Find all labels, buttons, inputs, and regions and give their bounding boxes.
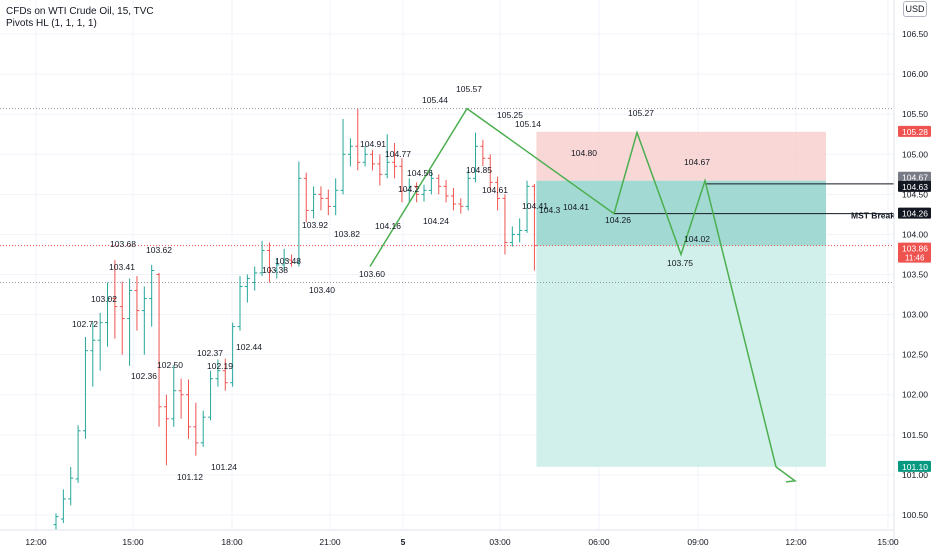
price-tick-label: 102.00: [902, 390, 928, 400]
currency-button[interactable]: USD: [903, 1, 927, 17]
time-tick-label: 5: [401, 537, 406, 547]
price-tag-label: 104.67: [902, 173, 928, 183]
pivot-label: 102.50: [157, 360, 183, 370]
arrow-head: [775, 466, 797, 483]
price-tick-label: 102.50: [902, 350, 928, 360]
chart-title: CFDs on WTI Crude Oil, 15, TVC: [6, 6, 154, 17]
pivot-label: 102.37: [197, 348, 223, 358]
stop-loss-zone[interactable]: [536, 131, 826, 181]
pivot-label: 104.56: [407, 168, 433, 178]
price-tick-label: 101.00: [902, 470, 928, 480]
time-tick-label: 12:00: [25, 537, 47, 547]
price-tag: [898, 125, 931, 137]
pivot-label: 104.2: [398, 184, 420, 194]
price-tag: [898, 171, 931, 183]
pivot-label: 102.19: [207, 361, 233, 371]
time-tick-label: 15:00: [122, 537, 144, 547]
time-tick-label: 06:00: [588, 537, 610, 547]
price-tag: [898, 207, 931, 219]
pivot-label: 103.62: [146, 245, 172, 255]
pivot-label: 104.16: [375, 221, 401, 231]
price-tick-label: 100.50: [902, 510, 928, 520]
price-tick-label: 104.50: [902, 189, 928, 199]
pivot-label: 102.44: [236, 342, 262, 352]
price-tick-label: 103.50: [902, 270, 928, 280]
time-tick-label: 09:00: [687, 537, 709, 547]
time-tick-label: 12:00: [785, 537, 807, 547]
chart-legend: CFDs on WTI Crude Oil, 15, TVC Pivots HL…: [6, 6, 154, 30]
pivot-label: 103.38: [262, 265, 288, 275]
zigzag-line[interactable]: [369, 107, 777, 468]
time-tick-label: 21:00: [319, 537, 341, 547]
price-tick-label: 103.00: [902, 310, 928, 320]
pivot-label: 103.48: [275, 256, 301, 266]
pivot-label: 104.26: [605, 215, 631, 225]
countdown-label: 11:46: [905, 254, 925, 263]
pivot-label: 101.12: [177, 472, 203, 482]
indicator-label[interactable]: Pivots HL (1, 1, 1, 1): [6, 18, 97, 29]
pivot-label: 103.92: [302, 220, 328, 230]
pivot-label: 104.02: [684, 234, 710, 244]
price-tag: [898, 180, 931, 192]
pivot-label: 104.41: [563, 202, 589, 212]
pivot-label: 103.75: [667, 258, 693, 268]
pivot-label: 103.40: [309, 285, 335, 295]
pivot-label: 105.27: [628, 108, 654, 118]
time-tick-label: 18:00: [221, 537, 243, 547]
pivot-label: 102.72: [72, 319, 98, 329]
pivot-label: 104.80: [571, 148, 597, 158]
pivot-label: 105.14: [515, 119, 541, 129]
price-tag: [898, 460, 931, 472]
pivot-label: 104.77: [385, 149, 411, 159]
pivot-label: 102.36: [131, 371, 157, 381]
pivot-label: 103.02: [91, 294, 117, 304]
price-tick-label: 106.50: [902, 29, 928, 39]
price-tag-label: 104.26: [902, 209, 928, 219]
pivot-label: 105.57: [456, 84, 482, 94]
pivot-label: 103.68: [110, 239, 136, 249]
pivot-label: 104.61: [482, 185, 508, 195]
pivot-label: 101.24: [211, 462, 237, 472]
pivot-label: 105.25: [497, 110, 523, 120]
pivot-label: 103.82: [334, 229, 360, 239]
price-tag-label: 103.86: [902, 244, 928, 254]
pivot-label: 104.3: [539, 205, 561, 215]
price-tick-label: 104.00: [902, 229, 928, 239]
pivot-label: 105.44: [422, 95, 448, 105]
pivot-label: 104.85: [466, 165, 492, 175]
price-tick-label: 106.00: [902, 69, 928, 79]
mst-break-label: MST Break: [851, 211, 895, 221]
price-tag-label: 105.28: [902, 127, 928, 137]
pivot-label: 104.41: [522, 201, 548, 211]
price-tick-label: 105.00: [902, 149, 928, 159]
pivot-label: 103.60: [359, 269, 385, 279]
pivot-label: 104.24: [423, 216, 449, 226]
pivot-label: 104.67: [684, 157, 710, 167]
price-tick-label: 101.50: [902, 430, 928, 440]
price-tag-label: 104.63: [902, 182, 928, 192]
price-tag: [898, 242, 931, 263]
price-tick-label: 105.50: [902, 109, 928, 119]
pivot-label: 103.41: [109, 262, 135, 272]
pivot-label: 104.91: [360, 139, 386, 149]
price-tag-label: 101.10: [902, 462, 928, 472]
time-tick-label: 15:00: [877, 537, 899, 547]
time-tick-label: 03:00: [489, 537, 511, 547]
